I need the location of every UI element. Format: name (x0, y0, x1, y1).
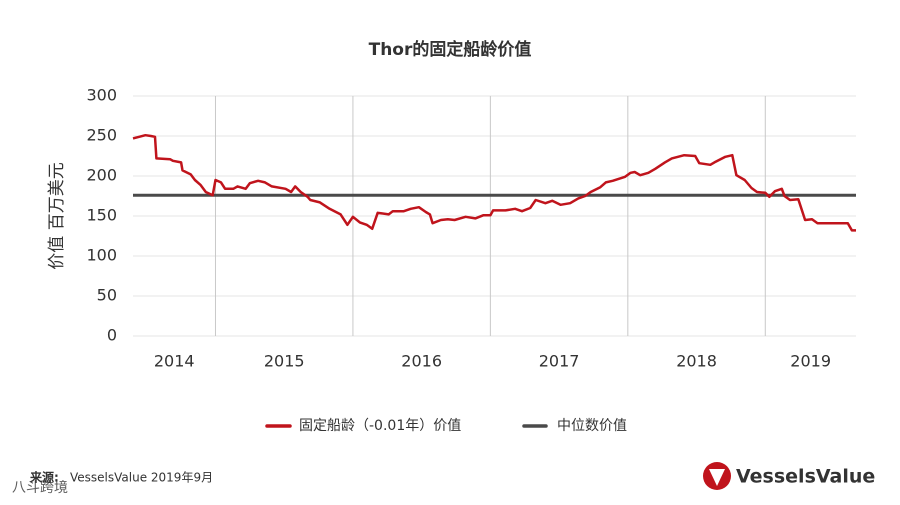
logo-icon-mark (709, 469, 725, 486)
x-tick-label: 2019 (790, 352, 831, 371)
y-tick-label: 0 (107, 326, 117, 345)
y-tick-label: 150 (86, 206, 117, 225)
y-axis-label: 价值 百万美元 (47, 162, 67, 269)
watermark: 八斗跨境 (12, 480, 68, 496)
y-tick-label: 200 (86, 166, 117, 185)
logo-text: VesselsValue (736, 466, 875, 488)
x-tick-label: 2015 (264, 352, 305, 371)
y-tick-label: 100 (86, 246, 117, 265)
y-tick-label: 50 (97, 286, 117, 305)
chart-title: Thor的固定船龄价值 (369, 39, 532, 60)
legend-label: 中位数价值 (557, 418, 627, 434)
x-tick-label: 2017 (539, 352, 580, 371)
legend-label: 固定船龄（-0.01年）价值 (299, 418, 461, 434)
y-tick-label: 300 (86, 86, 117, 105)
y-tick-label: 250 (86, 126, 117, 145)
series-line (132, 133, 856, 232)
source-label: 来源: (29, 470, 59, 485)
x-tick-label: 2018 (676, 352, 717, 371)
x-tick-label: 2014 (154, 352, 195, 371)
x-tick-label: 2016 (401, 352, 442, 371)
source-text: VesselsValue 2019年9月 (70, 471, 213, 485)
